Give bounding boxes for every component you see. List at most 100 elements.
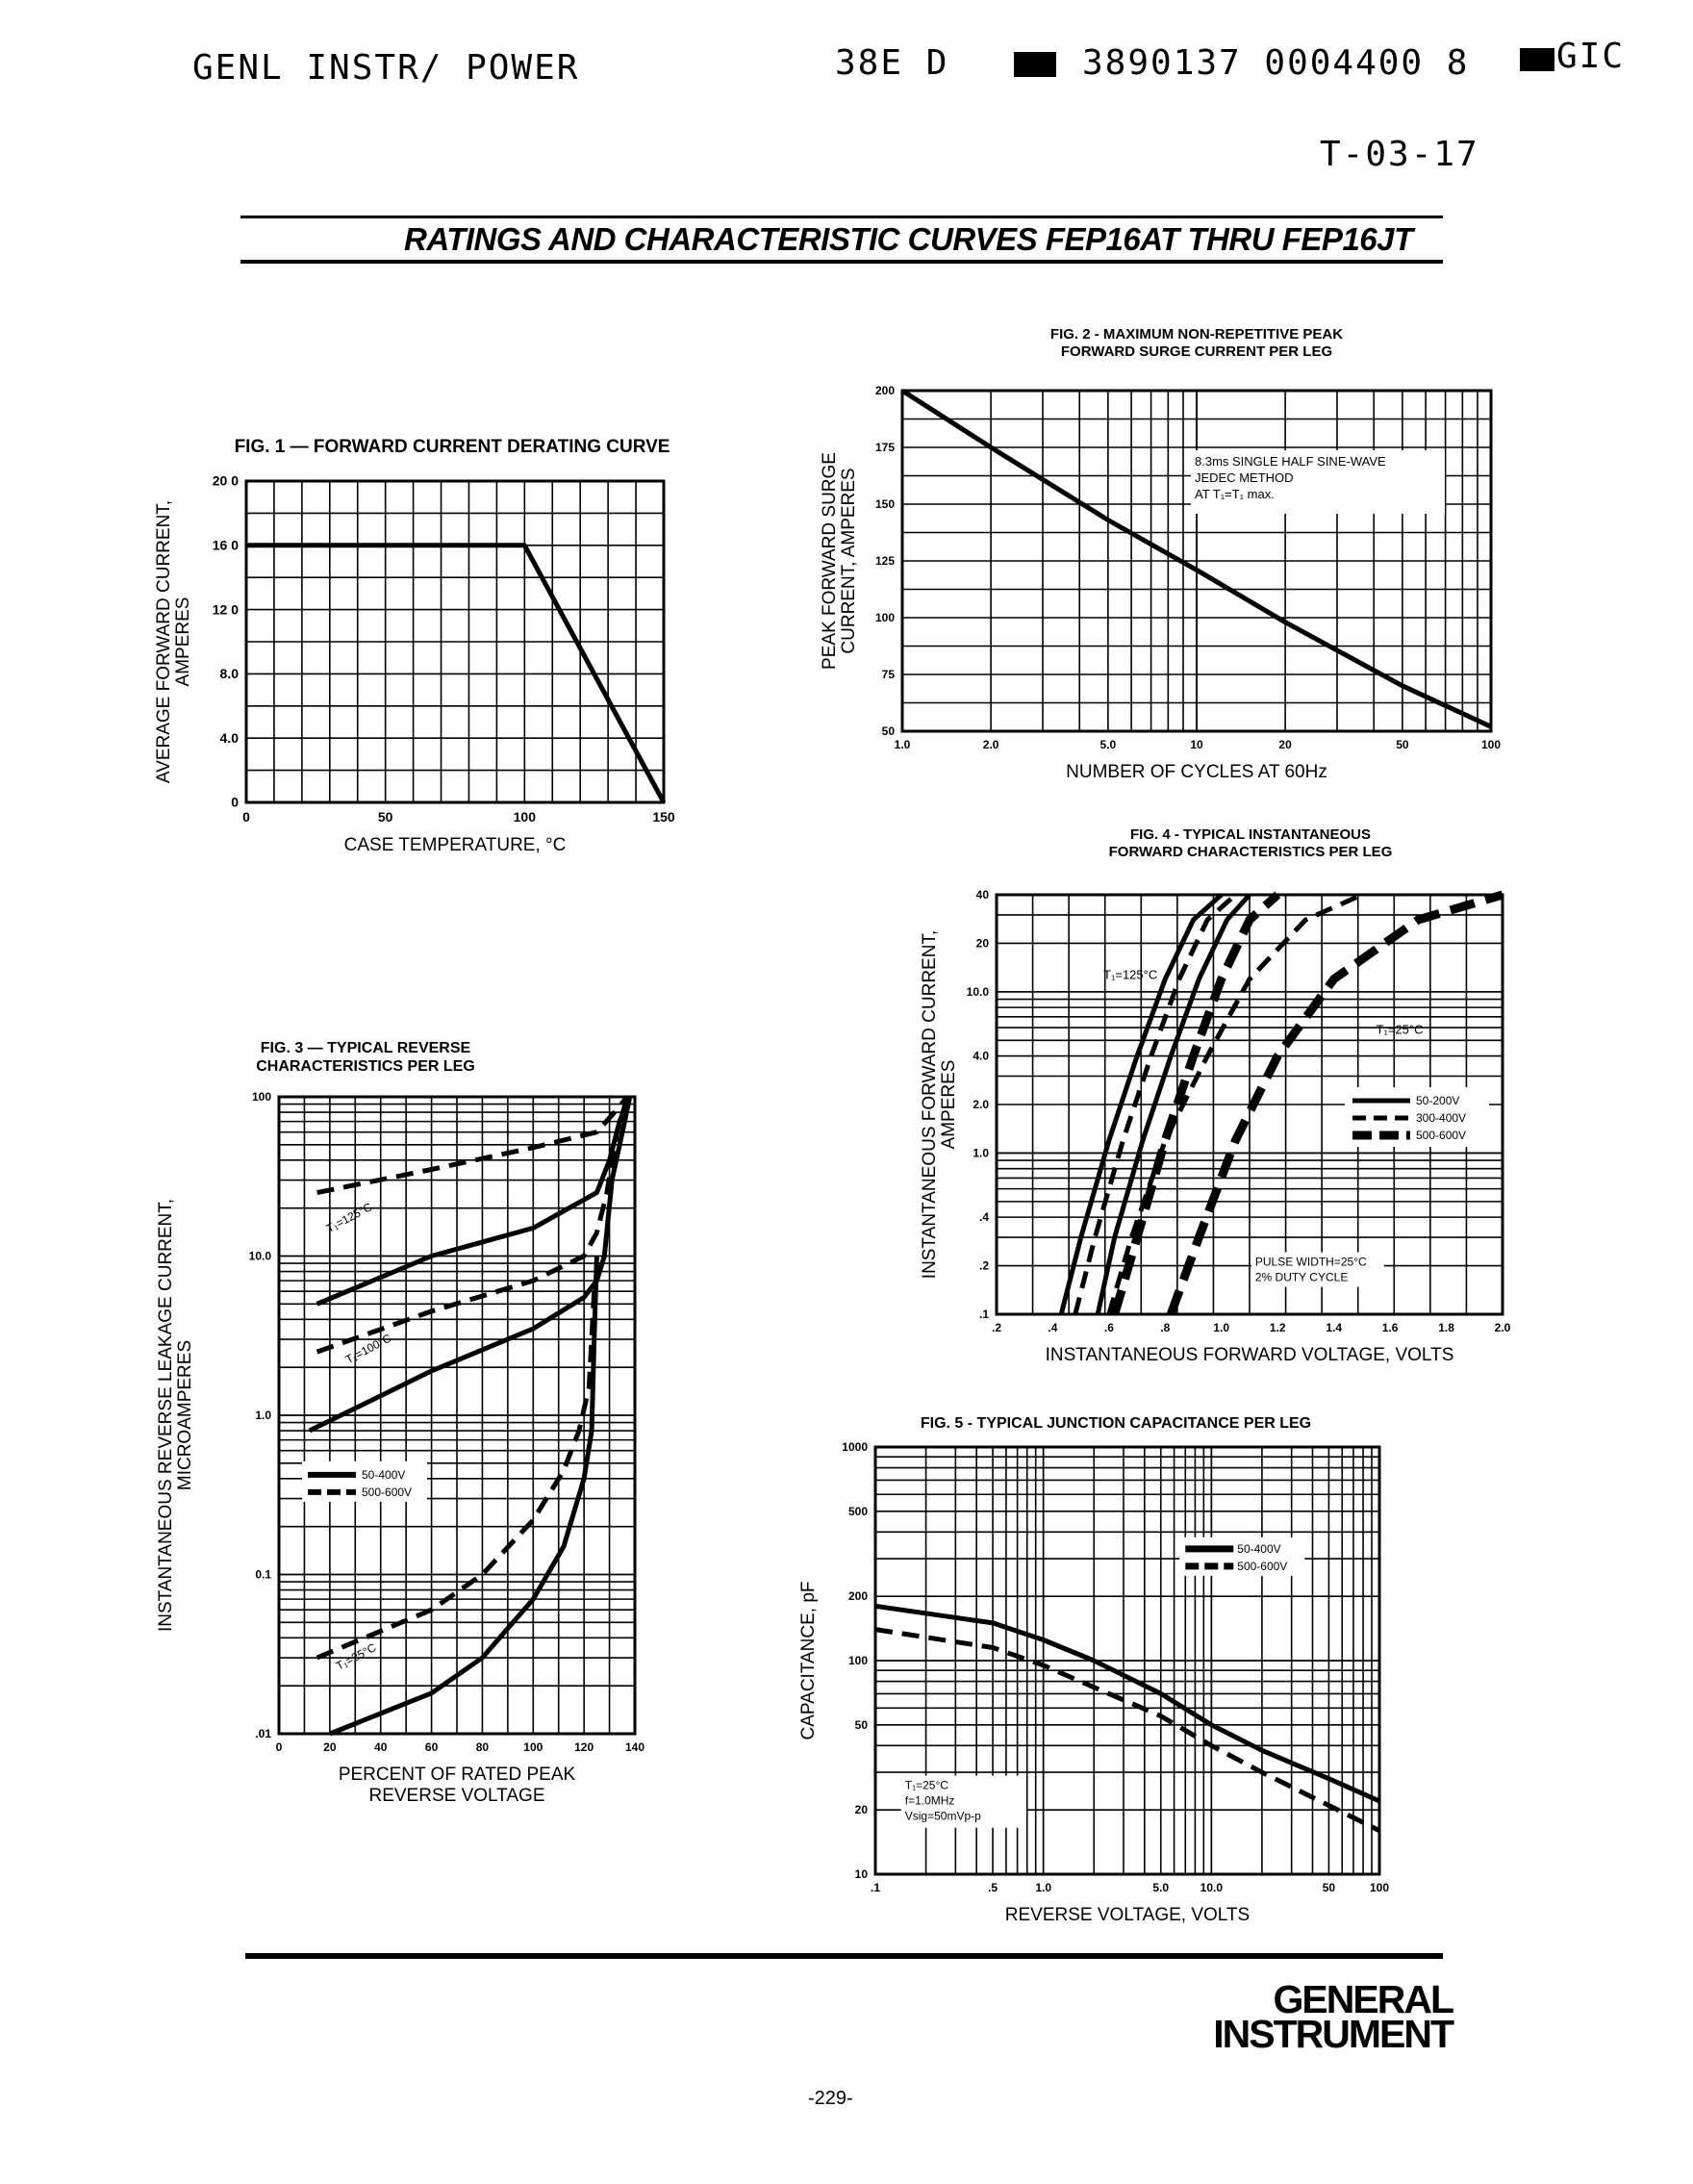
x-tick-label: 150 xyxy=(652,809,675,825)
plot-frame xyxy=(873,1445,1381,1876)
y-tick-label: 10.0 xyxy=(967,985,990,999)
y-tick-label: 1.0 xyxy=(255,1409,271,1422)
plot-frame xyxy=(900,389,1493,733)
y-axis-label: PEAK FORWARD SURGE xyxy=(820,452,840,670)
plot-frame xyxy=(277,1095,637,1736)
legend-label: 500-600V xyxy=(1237,1560,1287,1573)
chart-title: FIG. 1 — FORWARD CURRENT DERATING CURVE xyxy=(235,437,670,457)
doc-code: T-03-17 xyxy=(1320,135,1479,174)
series-line xyxy=(316,1096,630,1355)
fig5-capacitance-chart: FIG. 5 - TYPICAL JUNCTION CAPACITANCE PE… xyxy=(798,1415,1389,1925)
logo-line2: INSTRUMENT xyxy=(1213,2012,1454,2056)
y-tick-label: 40 xyxy=(976,888,990,902)
page-number: -229- xyxy=(808,2088,853,2109)
chart-title: FIG. 5 - TYPICAL JUNCTION CAPACITANCE PE… xyxy=(921,1415,1311,1432)
x-tick-label: 1.8 xyxy=(1438,1321,1454,1334)
legend-bg xyxy=(1179,1536,1305,1576)
y-tick-label: 20 xyxy=(976,936,990,950)
x-tick-label: 1.0 xyxy=(1213,1321,1229,1334)
chart-title: FORWARD SURGE CURRENT PER LEG xyxy=(1061,343,1332,360)
annotation-bg xyxy=(900,1775,1026,1828)
chart-title: CHARACTERISTICS PER LEG xyxy=(256,1058,475,1075)
legend-label: 500-600V xyxy=(1416,1129,1466,1142)
y-tick-label: 50 xyxy=(855,1718,869,1732)
y-axis-label: AVERAGE FORWARD CURRENT, xyxy=(154,500,174,783)
x-tick-label: 100 xyxy=(1481,738,1501,751)
series-line xyxy=(1110,891,1281,1316)
x-tick-label: .6 xyxy=(1104,1321,1114,1334)
y-tick-label: 125 xyxy=(875,554,895,568)
x-tick-label: .5 xyxy=(988,1881,998,1894)
x-tick-label: 2.0 xyxy=(1495,1321,1511,1334)
y-tick-label: .1 xyxy=(979,1308,989,1321)
y-axis-label: CAPACITANCE, pF xyxy=(798,1581,819,1740)
series-line xyxy=(1166,890,1504,1316)
annotation-text: T₁=25°C xyxy=(905,1779,949,1792)
series-line xyxy=(1095,893,1251,1315)
y-tick-label: 100 xyxy=(875,611,895,624)
x-tick-label: 60 xyxy=(425,1740,439,1754)
x-tick-label: 2.0 xyxy=(983,738,999,751)
y-tick-label: 10.0 xyxy=(249,1250,272,1263)
y-tick-label: .01 xyxy=(255,1727,271,1740)
annotation-text: 2% DUTY CYCLE xyxy=(1255,1271,1348,1284)
legend-label: 50-400V xyxy=(362,1468,405,1482)
y-tick-label: 10 xyxy=(855,1867,869,1881)
series-line xyxy=(1073,893,1238,1315)
x-tick-label: 120 xyxy=(574,1740,594,1754)
x-tick-label: 1.2 xyxy=(1270,1321,1286,1334)
y-tick-label: 100 xyxy=(252,1090,271,1104)
footer-rule xyxy=(245,1953,1443,1959)
annotation-text: Vsig=50mVp-p xyxy=(905,1810,981,1823)
legend-label: 50-400V xyxy=(1237,1542,1280,1556)
series-line xyxy=(316,1095,630,1196)
y-tick-label: 2.0 xyxy=(973,1098,989,1111)
x-tick-label: 20 xyxy=(323,1740,337,1754)
plot-frame xyxy=(244,479,666,804)
y-tick-label: 4.0 xyxy=(973,1050,989,1063)
x-tick-label: 80 xyxy=(476,1740,490,1754)
title-bottom-rule xyxy=(240,260,1443,264)
x-tick-label: 0 xyxy=(276,1740,283,1754)
series-line xyxy=(900,388,1493,729)
header-left: GENL INSTR/ POWER xyxy=(192,48,580,88)
header-right: 3890137 0004400 8 xyxy=(1082,43,1470,83)
x-axis-label: REVERSE VOLTAGE, VOLTS xyxy=(1005,1905,1250,1925)
annotation-text: AT T₁=T₁ max. xyxy=(1195,487,1275,501)
x-tick-label: 1.0 xyxy=(1035,1881,1051,1894)
x-tick-label: 100 xyxy=(523,1740,543,1754)
y-axis-label: AMPERES xyxy=(173,597,193,687)
x-tick-label: 50 xyxy=(1323,1881,1336,1894)
x-tick-label: .1 xyxy=(871,1881,880,1894)
y-axis-label: INSTANTANEOUS REVERSE LEAKAGE CURRENT, xyxy=(156,1199,176,1632)
x-tick-label: 50 xyxy=(378,809,393,825)
annotation-text: PULSE WIDTH=25°C xyxy=(1255,1256,1367,1269)
chart-title: FIG. 3 — TYPICAL REVERSE xyxy=(261,1040,471,1056)
y-tick-label: 0 xyxy=(231,795,239,810)
x-tick-label: 50 xyxy=(1396,738,1409,751)
annotation-text: T₁=25°C xyxy=(334,1640,379,1673)
y-tick-label: 20 xyxy=(855,1803,869,1816)
annotation-text: T₁=100°C xyxy=(343,1331,394,1366)
header-middle: 38E D xyxy=(835,43,949,83)
y-tick-label: 0.1 xyxy=(255,1568,271,1582)
series-line xyxy=(328,1256,599,1737)
x-tick-label: .8 xyxy=(1160,1321,1170,1334)
x-axis-label: PERCENT OF RATED PEAK xyxy=(339,1765,576,1785)
header-right-end: GIC xyxy=(1556,37,1626,76)
fig1-derating-chart: FIG. 1 — FORWARD CURRENT DERATING CURVE 0… xyxy=(154,437,675,855)
annotation-bg xyxy=(1191,450,1445,514)
x-tick-label: 10 xyxy=(1190,738,1203,751)
y-tick-label: 75 xyxy=(882,668,896,681)
annotation-text: T₁=125°C xyxy=(324,1200,375,1235)
annotation-text: T₁=125°C xyxy=(1103,968,1157,982)
x-axis-label: NUMBER OF CYCLES AT 60Hz xyxy=(1066,762,1327,782)
annotation-text: 8.3ms SINGLE HALF SINE-WAVE xyxy=(1195,454,1386,469)
y-axis-label: AMPERES xyxy=(939,1060,959,1150)
x-tick-label: 10.0 xyxy=(1200,1881,1224,1894)
y-axis-label: MICROAMPERES xyxy=(175,1340,195,1490)
fig2-surge-chart: FIG. 2 - MAXIMUM NON-REPETITIVE PEAKFORW… xyxy=(820,326,1501,782)
logo-line1: GENERAL xyxy=(1273,1977,1454,2021)
series-line xyxy=(874,1627,1381,1833)
